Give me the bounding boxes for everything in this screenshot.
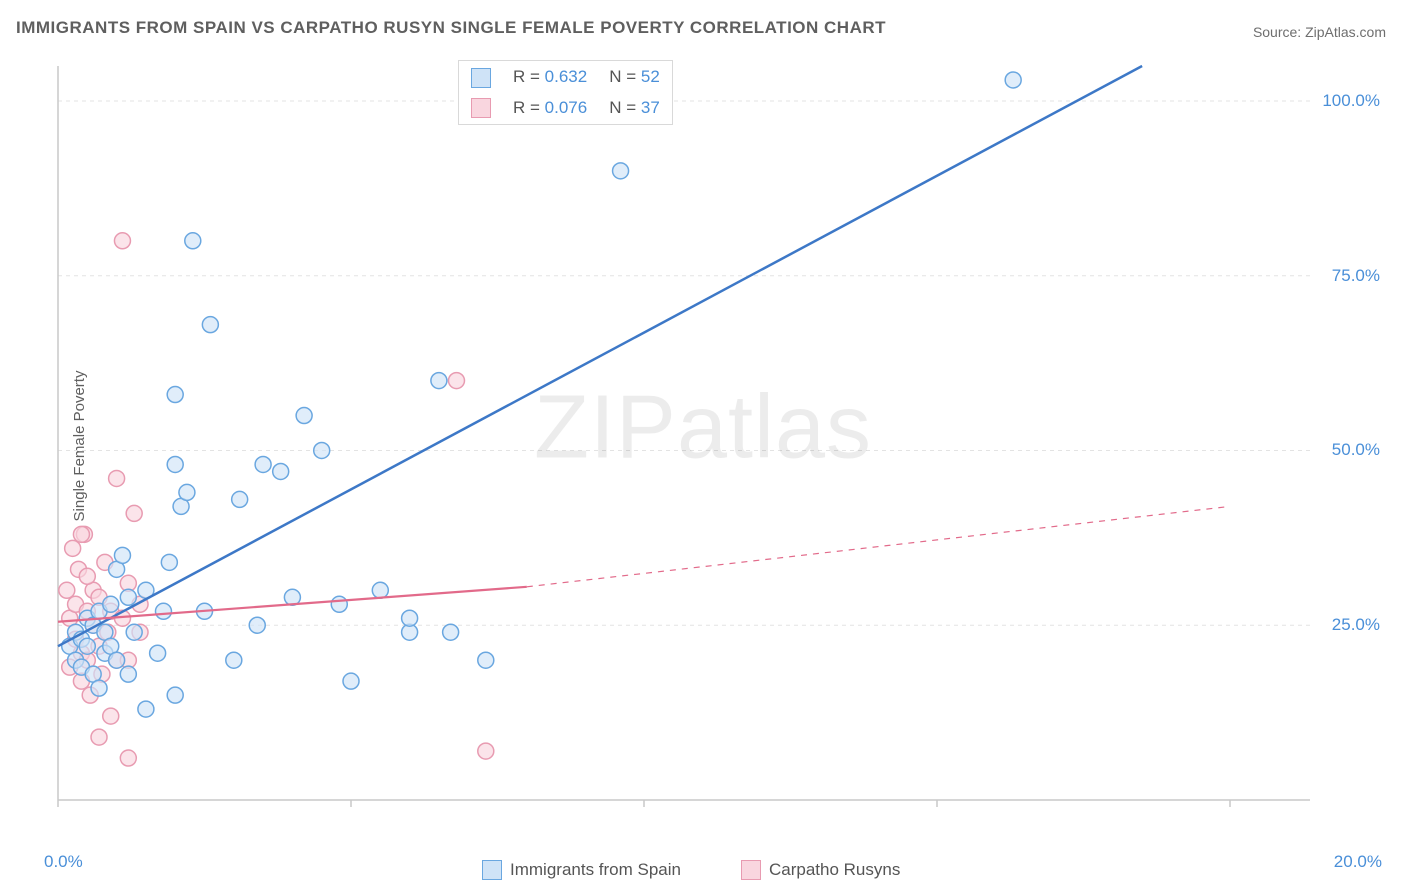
legend-row-spain: R = 0.632 N = 52 <box>461 63 670 92</box>
legend-item-rusyn: Carpatho Rusyns <box>741 860 900 880</box>
y-tick-label: 50.0% <box>1332 440 1380 460</box>
legend-swatch-spain <box>471 68 491 88</box>
legend-row-rusyn: R = 0.076 N = 37 <box>461 94 670 123</box>
legend-n-label: N = <box>609 67 636 86</box>
legend-label-spain: Immigrants from Spain <box>510 860 681 880</box>
legend-n-label: N = <box>609 98 636 117</box>
legend-swatch-rusyn-2 <box>741 860 761 880</box>
legend-r-label: R = <box>513 67 540 86</box>
legend-r-value-spain: 0.632 <box>545 67 588 86</box>
legend-swatch-rusyn <box>471 98 491 118</box>
chart-title: IMMIGRANTS FROM SPAIN VS CARPATHO RUSYN … <box>16 18 886 38</box>
x-axis-max-label: 20.0% <box>1334 852 1382 872</box>
legend-r-value-rusyn: 0.076 <box>545 98 588 117</box>
chart-container: IMMIGRANTS FROM SPAIN VS CARPATHO RUSYN … <box>0 0 1406 892</box>
legend-n-value-spain: 52 <box>641 67 660 86</box>
y-tick-label: 100.0% <box>1322 91 1380 111</box>
legend-item-spain: Immigrants from Spain <box>482 860 681 880</box>
legend-swatch-spain-2 <box>482 860 502 880</box>
legend-label-rusyn: Carpatho Rusyns <box>769 860 900 880</box>
source-label: Source: ZipAtlas.com <box>1253 24 1386 40</box>
y-tick-label: 25.0% <box>1332 615 1380 635</box>
correlation-legend: R = 0.632 N = 52 R = 0.076 N = 37 <box>458 60 673 125</box>
chart-svg <box>50 60 1310 830</box>
y-tick-label: 75.0% <box>1332 266 1380 286</box>
legend-r-label: R = <box>513 98 540 117</box>
legend-n-value-rusyn: 37 <box>641 98 660 117</box>
plot-area <box>50 60 1310 830</box>
category-legend: Immigrants from Spain Carpatho Rusyns <box>482 860 900 880</box>
x-axis-min-label: 0.0% <box>44 852 83 872</box>
